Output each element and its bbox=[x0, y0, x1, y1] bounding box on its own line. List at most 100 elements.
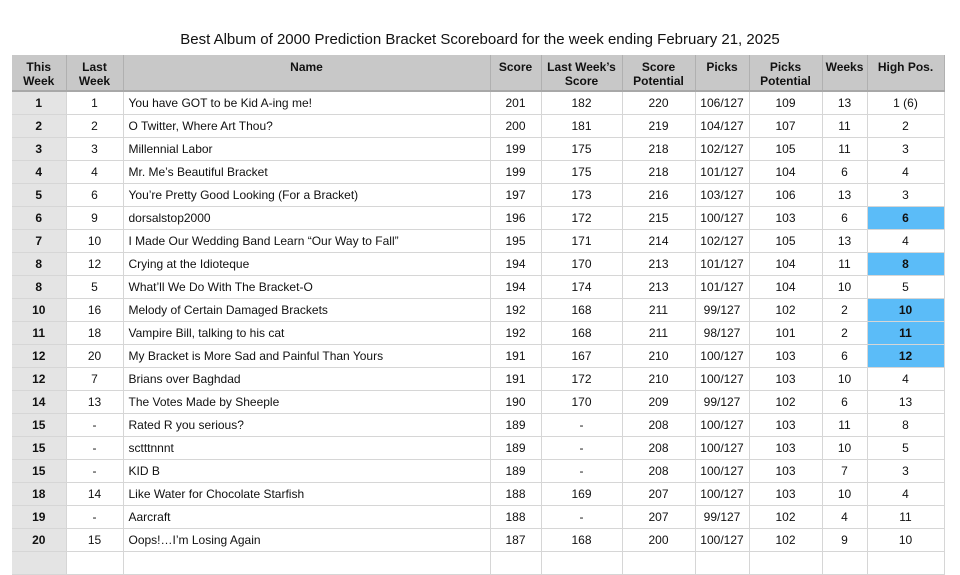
cell-this-week: 1 bbox=[12, 91, 67, 115]
cell-score: 199 bbox=[490, 160, 542, 184]
cell-picks-potential: 103 bbox=[749, 436, 823, 460]
table-row: 15- KID B 189-208 100/127 103 7 3 bbox=[12, 459, 945, 483]
column-header-picks: Picks bbox=[695, 55, 750, 92]
cell-weeks: 6 bbox=[822, 390, 868, 414]
cell-picks-potential: 104 bbox=[749, 160, 823, 184]
cell-this-week: 6 bbox=[12, 206, 67, 230]
cell-this-week: 18 bbox=[12, 482, 67, 506]
cell-score-potential: 213 bbox=[622, 252, 696, 276]
cell-this-week: 7 bbox=[12, 229, 67, 253]
cell-last-week: 12 bbox=[66, 252, 124, 276]
cell-score-potential: 216 bbox=[622, 183, 696, 207]
cell-last-week: 4 bbox=[66, 160, 124, 184]
cell-this-week: 11 bbox=[12, 321, 67, 345]
cell-picks-potential: 102 bbox=[749, 528, 823, 552]
cell-name: Vampire Bill, talking to his cat bbox=[123, 321, 491, 345]
column-header-text: Last Week’s bbox=[547, 60, 616, 74]
cell-picks: 99/127 bbox=[695, 298, 750, 322]
cell-weeks: 10 bbox=[822, 436, 868, 460]
cell-picks: 100/127 bbox=[695, 413, 750, 437]
cell-score-potential: 209 bbox=[622, 390, 696, 414]
cell-high-pos: 4 bbox=[867, 482, 945, 506]
cell-this-week: 20 bbox=[12, 528, 67, 552]
cell-picks: 101/127 bbox=[695, 252, 750, 276]
scoreboard-table: This Week Last Week Name Score Last Week’s Scor… bbox=[12, 55, 945, 575]
cell-score: 189 bbox=[490, 413, 542, 437]
cell-picks: 102/127 bbox=[695, 229, 750, 253]
cell-picks-potential: 101 bbox=[749, 321, 823, 345]
cell-picks-potential: 105 bbox=[749, 229, 823, 253]
column-header-this-week: This Week bbox=[12, 55, 67, 92]
cell-name: Oops!…I’m Losing Again bbox=[123, 528, 491, 552]
cell-score-potential: 210 bbox=[622, 367, 696, 391]
cell-picks: 102/127 bbox=[695, 137, 750, 161]
cell-weeks: 7 bbox=[822, 459, 868, 483]
table-row: 7 10 I Made Our Wedding Band Learn “Our Wa… bbox=[12, 229, 945, 253]
cell-last-week: 5 bbox=[66, 275, 124, 299]
cell-last-week-score: 171 bbox=[541, 229, 623, 253]
cell-picks: 100/127 bbox=[695, 206, 750, 230]
cell-picks-potential: 109 bbox=[749, 91, 823, 115]
cell-picks-potential: 103 bbox=[749, 206, 823, 230]
column-header-text: Name bbox=[290, 60, 323, 74]
cell-this-week: 5 bbox=[12, 183, 67, 207]
column-header-text: Score bbox=[641, 60, 676, 74]
cell-weeks: 11 bbox=[822, 413, 868, 437]
cell-last-week: 20 bbox=[66, 344, 124, 368]
cell-last-week-score: 168 bbox=[541, 298, 623, 322]
cell-score: 187 bbox=[490, 528, 542, 552]
cell-last-week-score: 175 bbox=[541, 137, 623, 161]
cell-last-week: 9 bbox=[66, 206, 124, 230]
cell-picks: 100/127 bbox=[695, 344, 750, 368]
cell-picks-potential: 102 bbox=[749, 505, 823, 529]
cell-last-week-score: 167 bbox=[541, 344, 623, 368]
cell-score-potential: 208 bbox=[622, 413, 696, 437]
column-header-text: Score bbox=[498, 60, 533, 74]
cell-weeks: 13 bbox=[822, 229, 868, 253]
cell-name: Rated R you serious? bbox=[123, 413, 491, 437]
cell-high-pos: 13 bbox=[867, 390, 945, 414]
cell-this-week: 19 bbox=[12, 505, 67, 529]
cell-high-pos: 4 bbox=[867, 367, 945, 391]
cell-picks: 99/127 bbox=[695, 390, 750, 414]
cell-last-week: 6 bbox=[66, 183, 124, 207]
cell-picks-potential: 103 bbox=[749, 367, 823, 391]
cell-name: You’re Pretty Good Looking (For a Bracke… bbox=[123, 183, 491, 207]
cell-name: sctttnnnt bbox=[123, 436, 491, 460]
cell-score-potential: 220 bbox=[622, 91, 696, 115]
cell-last-week-score: 169 bbox=[541, 482, 623, 506]
cell-high-pos: 11 bbox=[867, 321, 945, 345]
cell-score: 200 bbox=[490, 114, 542, 138]
cell-name: Melody of Certain Damaged Brackets bbox=[123, 298, 491, 322]
table-row bbox=[12, 551, 945, 575]
cell-name: My Bracket is More Sad and Painful Than … bbox=[123, 344, 491, 368]
table-row: 18 14 Like Water for Chocolate Starfish 188… bbox=[12, 482, 945, 506]
column-header-text: Potential bbox=[760, 74, 811, 88]
column-header-text: Picks bbox=[769, 60, 802, 74]
cell-this-week: 8 bbox=[12, 275, 67, 299]
table-row: 12 20 My Bracket is More Sad and Painful T… bbox=[12, 344, 945, 368]
cell-score: 192 bbox=[490, 321, 542, 345]
cell-weeks: 10 bbox=[822, 482, 868, 506]
cell-last-week: 18 bbox=[66, 321, 124, 345]
cell-name: What’ll We Do With The Bracket-O bbox=[123, 275, 491, 299]
table-row: 11 18 Vampire Bill, talking to his cat 192 1… bbox=[12, 321, 945, 345]
column-header-score-potential: Score Potential bbox=[622, 55, 696, 92]
cell-high-pos: 3 bbox=[867, 459, 945, 483]
cell-high-pos: 8 bbox=[867, 413, 945, 437]
cell-empty bbox=[749, 551, 823, 575]
cell-last-week-score: 168 bbox=[541, 528, 623, 552]
cell-weeks: 2 bbox=[822, 321, 868, 345]
cell-last-week: 7 bbox=[66, 367, 124, 391]
cell-picks: 101/127 bbox=[695, 160, 750, 184]
cell-last-week: 13 bbox=[66, 390, 124, 414]
cell-score-potential: 210 bbox=[622, 344, 696, 368]
cell-empty bbox=[822, 551, 868, 575]
cell-name: Mr. Me’s Beautiful Bracket bbox=[123, 160, 491, 184]
cell-this-week: 8 bbox=[12, 252, 67, 276]
cell-high-pos: 8 bbox=[867, 252, 945, 276]
cell-last-week-score: 172 bbox=[541, 206, 623, 230]
column-header-high-pos: High Pos. bbox=[867, 55, 945, 92]
table-row: 3 3 Millennial Labor 199 175 218 102/127 105 11 3 bbox=[12, 137, 945, 161]
